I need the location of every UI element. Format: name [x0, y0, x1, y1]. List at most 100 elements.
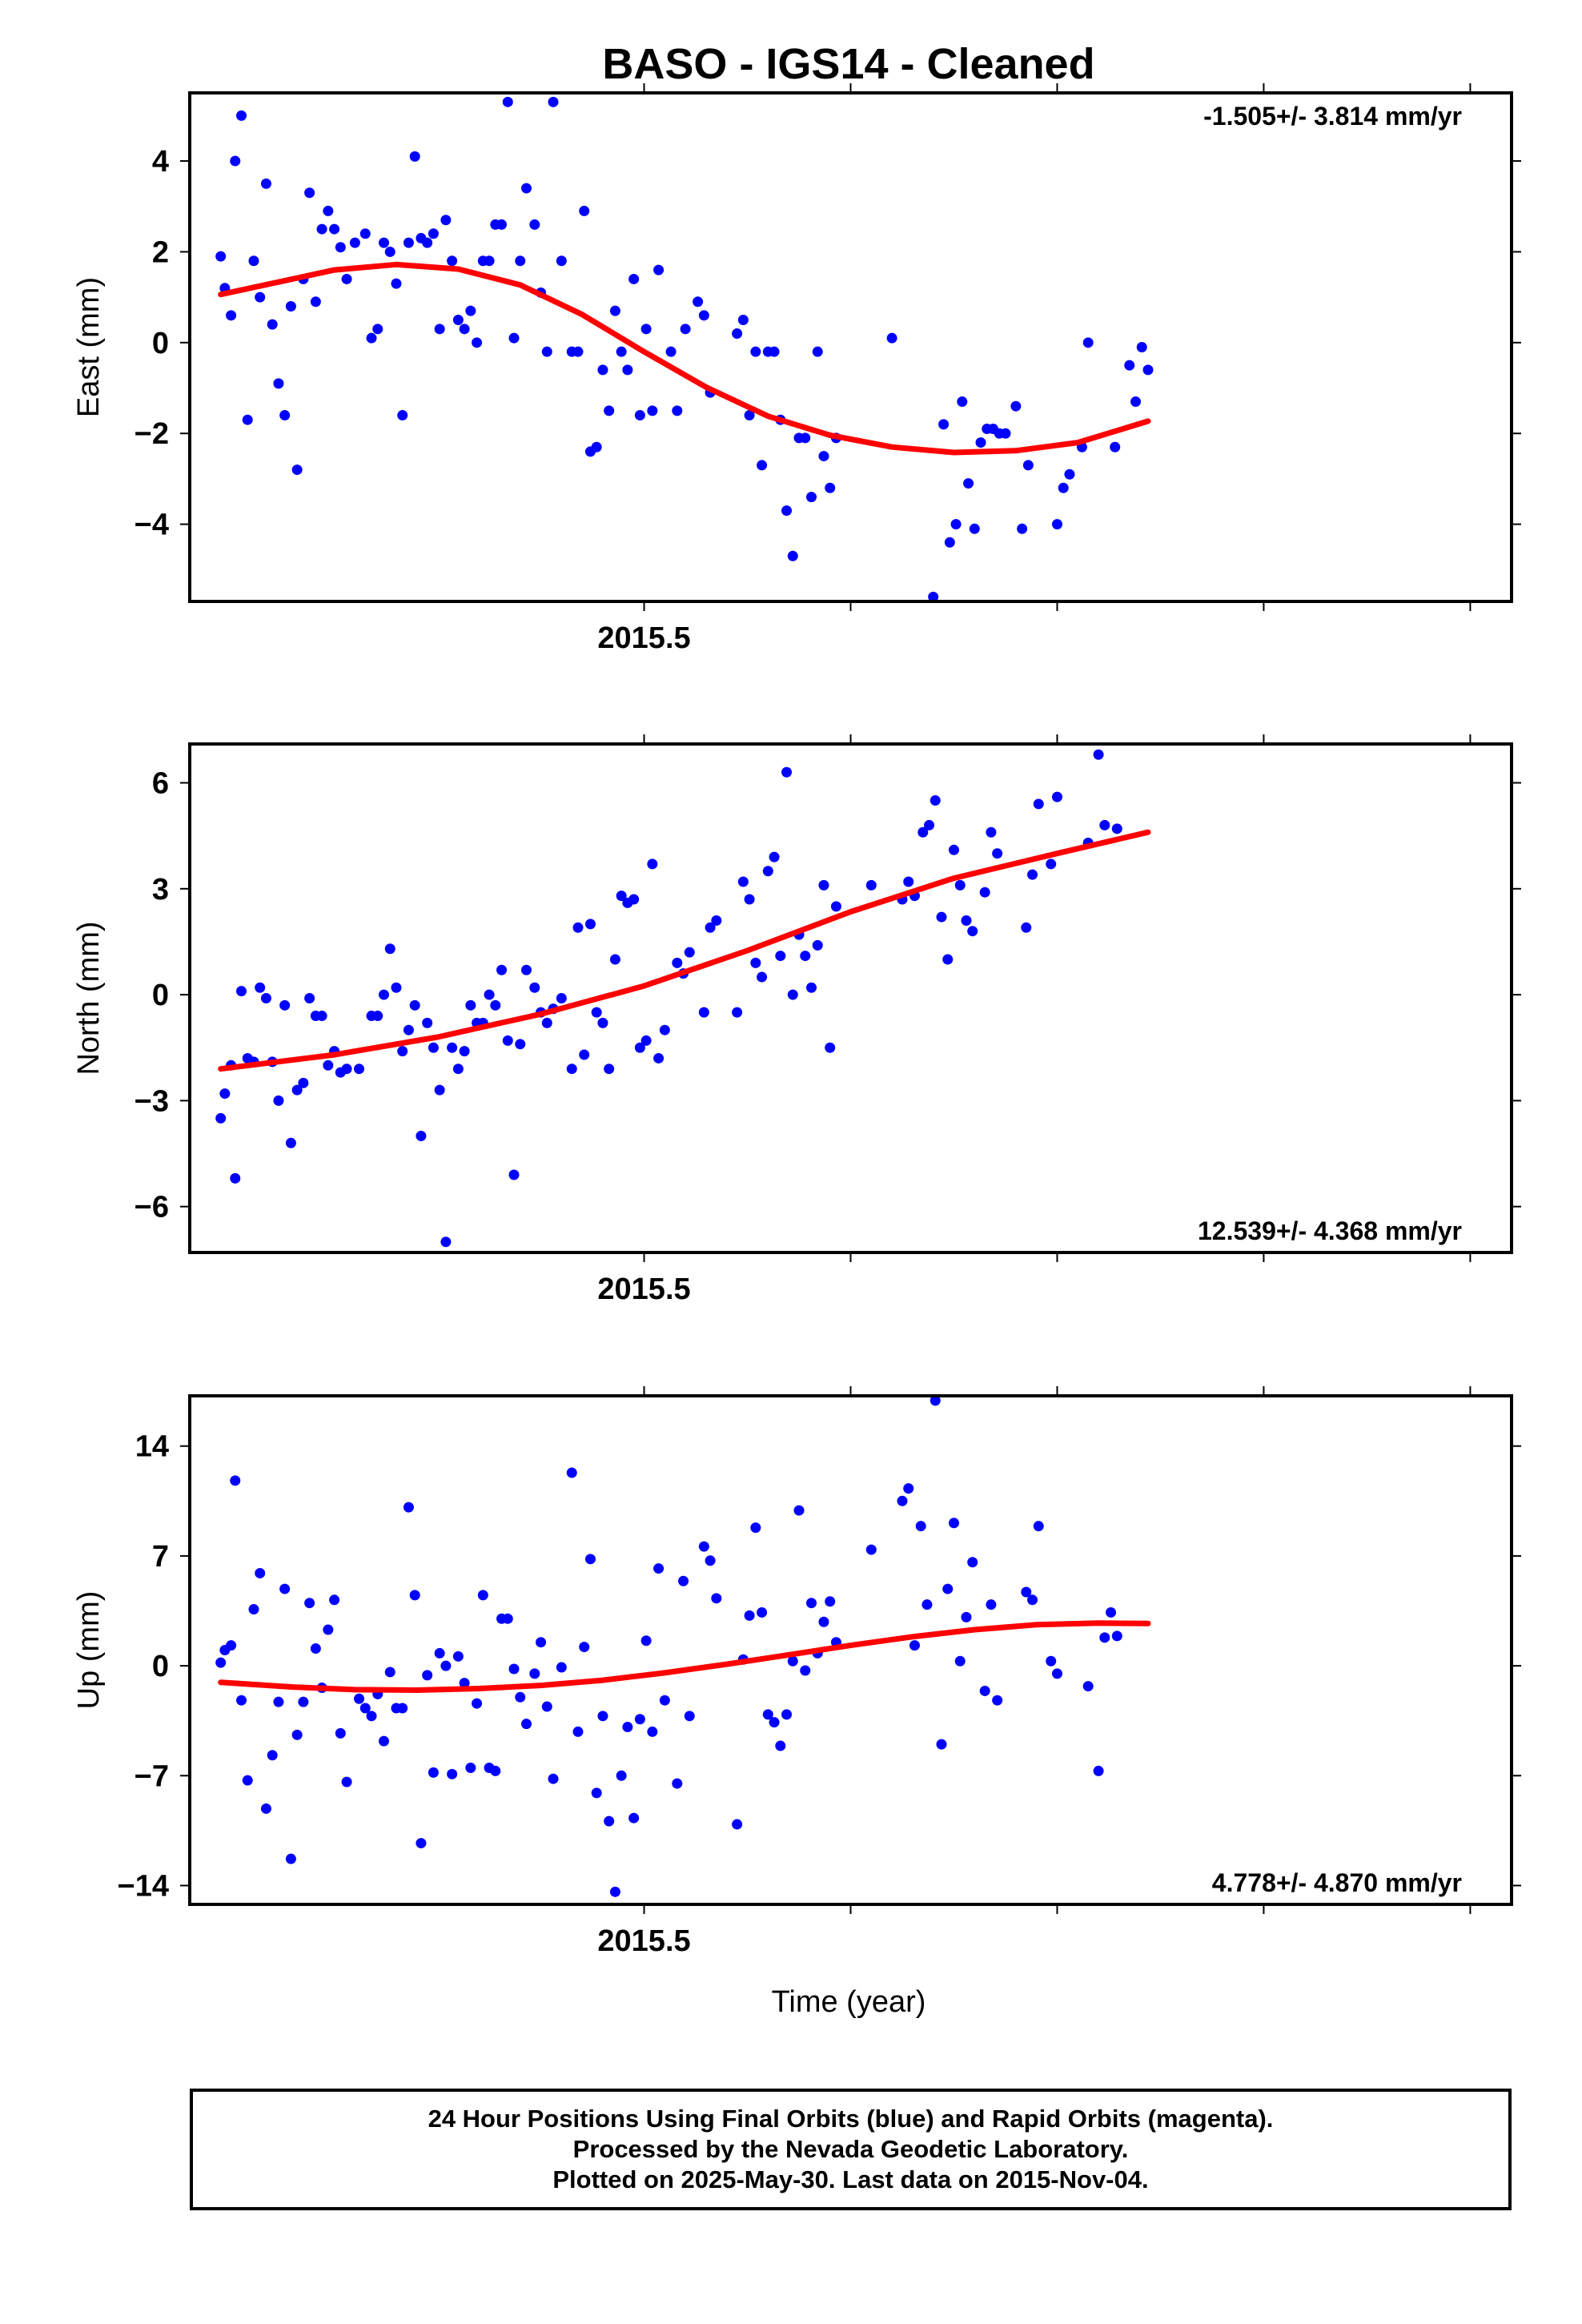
- data-point: [986, 826, 997, 838]
- data-point: [536, 1637, 547, 1648]
- data-point: [775, 1740, 786, 1751]
- data-point: [634, 410, 645, 421]
- data-point: [354, 1063, 365, 1075]
- data-point: [248, 1604, 259, 1615]
- data-point: [744, 410, 755, 421]
- data-point: [609, 305, 620, 316]
- data-point: [1000, 428, 1011, 439]
- data-point: [465, 305, 476, 316]
- data-point: [452, 1651, 464, 1662]
- data-point: [434, 1647, 445, 1659]
- data-point: [298, 1077, 309, 1088]
- data-point: [378, 237, 389, 248]
- y-tick-label: −6: [135, 1191, 169, 1224]
- y-tick-label: 0: [152, 1650, 169, 1683]
- data-point: [622, 364, 633, 376]
- data-point: [737, 876, 749, 887]
- data-point: [260, 178, 271, 189]
- data-point: [818, 879, 829, 891]
- data-point: [711, 1593, 722, 1604]
- data-point: [705, 922, 716, 933]
- data-point: [515, 255, 526, 267]
- data-point: [556, 255, 567, 267]
- data-point: [750, 957, 761, 968]
- data-point: [285, 300, 296, 312]
- data-point: [310, 296, 321, 308]
- data-point: [260, 993, 271, 1003]
- data-point: [572, 922, 584, 933]
- data-point: [781, 505, 793, 517]
- data-point: [609, 954, 620, 965]
- data-point: [440, 1660, 452, 1671]
- data-point: [787, 989, 798, 1000]
- data-point: [226, 1640, 237, 1651]
- data-point: [647, 405, 658, 416]
- data-point: [640, 1035, 652, 1046]
- data-point: [477, 1590, 488, 1601]
- data-point: [781, 766, 793, 778]
- data-point: [744, 894, 755, 905]
- data-point: [597, 364, 608, 376]
- data-point: [572, 1726, 584, 1737]
- rate-label: 12.539+/- 4.368 mm/yr: [1198, 1216, 1462, 1245]
- data-point: [672, 957, 683, 968]
- data-point: [403, 1024, 414, 1035]
- data-point: [1099, 1632, 1110, 1643]
- data-point: [653, 1563, 665, 1574]
- data-point: [1051, 519, 1062, 530]
- data-point: [255, 982, 266, 993]
- data-point: [1064, 468, 1075, 480]
- data-point: [273, 1696, 284, 1707]
- data-point: [992, 848, 1003, 859]
- data-point: [936, 911, 947, 923]
- data-point: [1010, 400, 1022, 412]
- data-point: [409, 999, 420, 1011]
- data-point: [732, 1007, 743, 1018]
- data-point: [938, 419, 950, 430]
- data-point: [255, 1567, 266, 1578]
- data-point: [267, 1750, 278, 1761]
- data-point: [769, 1717, 780, 1728]
- data-point: [665, 346, 677, 357]
- data-point: [936, 1739, 947, 1750]
- data-point: [452, 314, 464, 325]
- plot-area: [215, 96, 1154, 601]
- data-point: [597, 1711, 608, 1722]
- data-point: [591, 1007, 602, 1018]
- data-point: [416, 1838, 427, 1849]
- data-point: [304, 993, 315, 1003]
- data-point: [762, 866, 773, 877]
- data-point: [465, 1762, 476, 1773]
- data-point: [440, 1236, 452, 1248]
- data-point: [298, 1696, 309, 1707]
- data-point: [584, 1554, 596, 1565]
- data-point: [628, 273, 640, 284]
- data-point: [886, 332, 897, 344]
- data-point: [490, 1765, 501, 1776]
- data-point: [397, 410, 408, 421]
- data-point: [1051, 791, 1062, 802]
- data-point: [548, 96, 559, 107]
- data-point: [541, 1701, 552, 1712]
- data-point: [865, 879, 877, 891]
- data-point: [428, 1767, 439, 1778]
- data-point: [1058, 482, 1069, 493]
- data-point: [1082, 1681, 1094, 1692]
- data-point: [508, 1663, 520, 1675]
- data-point: [384, 943, 396, 955]
- data-point: [653, 264, 665, 275]
- y-tick-label: −4: [135, 509, 169, 542]
- footer-caption-box: 24 Hour Positions Using Final Orbits (bl…: [190, 2089, 1512, 2210]
- data-point: [397, 1046, 408, 1057]
- data-point: [930, 1396, 941, 1406]
- data-point: [1027, 1594, 1038, 1606]
- data-point: [579, 205, 590, 216]
- data-point: [793, 1505, 805, 1516]
- data-point: [556, 1662, 567, 1673]
- data-point: [428, 228, 439, 239]
- data-point: [659, 1695, 670, 1706]
- data-point: [1142, 364, 1154, 376]
- y-tick-label: 6: [152, 767, 169, 801]
- data-point: [769, 851, 780, 862]
- data-point: [335, 1727, 346, 1739]
